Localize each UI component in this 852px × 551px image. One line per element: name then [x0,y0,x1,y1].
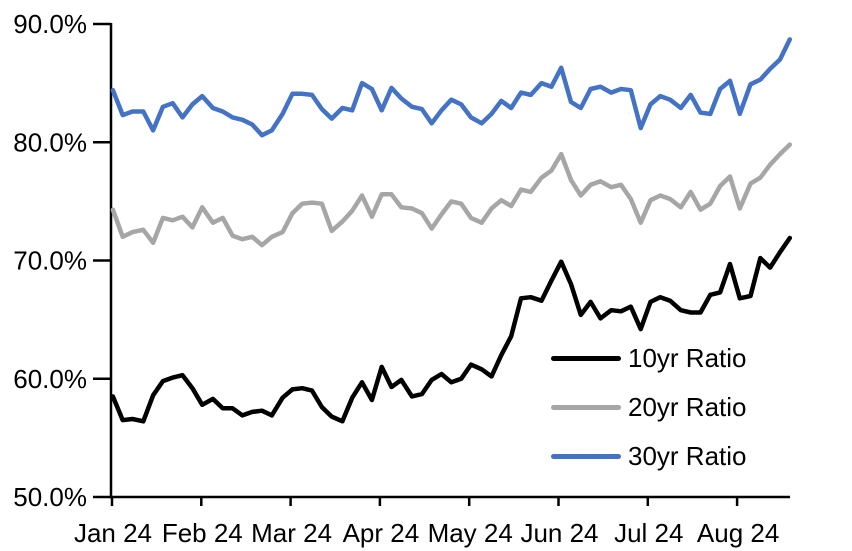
legend-swatch-20yr [551,405,621,410]
legend-label-10yr: 10yr Ratio [628,343,747,373]
legend: 10yr Ratio 20yr Ratio 30yr Ratio [551,334,747,481]
x-axis-tick-label: Jan 24 [74,518,152,548]
y-axis-tick-label: 80.0% [13,127,87,157]
x-axis-tick-label: Jul 24 [614,518,683,548]
legend-swatch-30yr [551,454,621,459]
x-axis-tick-label: Apr 24 [343,518,420,548]
legend-item-10yr-ratio: 10yr Ratio [551,334,747,383]
legend-label-20yr: 20yr Ratio [628,392,747,422]
legend-label-30yr: 30yr Ratio [628,441,747,471]
y-axis-tick-label: 90.0% [13,9,87,39]
legend-swatch-10yr [551,356,621,361]
legend-item-30yr-ratio: 30yr Ratio [551,432,747,481]
x-axis-tick-label: Feb 24 [162,518,243,548]
y-axis-tick-label: 70.0% [13,246,87,276]
x-axis-tick-label: May 24 [428,518,513,548]
series-line-20yr-ratio [110,142,793,248]
legend-item-20yr-ratio: 20yr Ratio [551,383,747,432]
x-axis-tick-label: Aug 24 [697,518,779,548]
x-axis-tick-label: Mar 24 [251,518,332,548]
x-axis-tick-label: Jun 24 [520,518,598,548]
series-line-10yr-ratio [110,235,793,424]
y-axis-tick-label: 50.0% [13,482,87,512]
series-line-30yr-ratio [110,37,793,138]
y-axis-tick-label: 60.0% [13,364,87,394]
